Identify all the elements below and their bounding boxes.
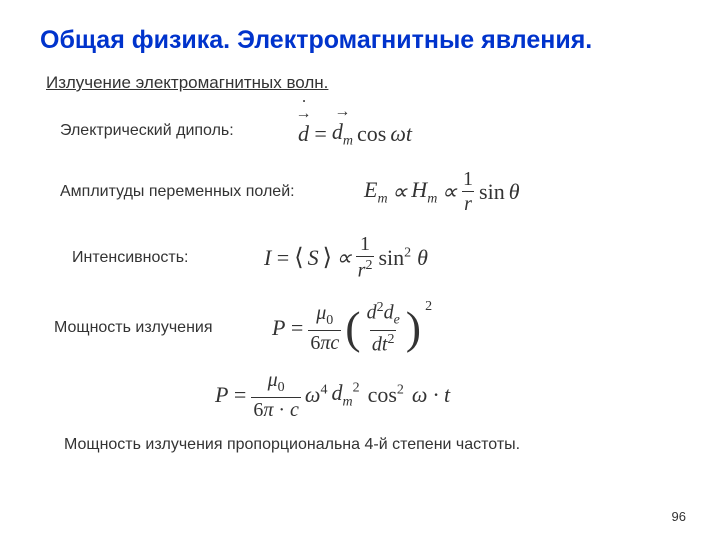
page-number: 96 [672, 509, 686, 524]
lparen: ( [345, 305, 360, 351]
rang: ⟩ [323, 243, 332, 272]
P: P [272, 315, 285, 341]
eq3: = [289, 315, 304, 341]
I: I [264, 245, 271, 271]
eq-sign: = [313, 121, 328, 147]
prop1: ∝ [392, 179, 408, 205]
slide-title: Общая физика. Электромагнитные явления. [40, 26, 680, 55]
omega4: ω4 [305, 382, 328, 408]
omega-dot-t: ω · t [412, 382, 450, 408]
prop3: ∝ [336, 245, 352, 271]
row-dipole: Электрический диполь: d = dm cos ωt [40, 113, 680, 149]
E: Em [364, 177, 388, 207]
sin: sin [479, 179, 505, 205]
sym-d-ddot: d [298, 121, 309, 147]
frac-mu-6pidotc: μ0 6π · c [251, 370, 301, 420]
slide-container: Общая физика. Электромагнитные явления. … [0, 0, 720, 540]
formula-power2: P = μ0 6π · c ω4 dm2 cos2 ω · t [215, 370, 450, 420]
label-amplitudes: Амплитуды переменных полей: [60, 183, 344, 201]
rparen: ) [406, 305, 421, 351]
omega-t: ωt [390, 121, 412, 147]
sym-dm: dm [332, 119, 353, 149]
lang: ⟨ [294, 243, 303, 272]
dm2: dm2 [331, 380, 359, 410]
footer-text: Мощность излучения пропорциональна 4-й с… [64, 436, 680, 454]
label-intensity: Интенсивность: [72, 249, 226, 267]
frac-1r: 1 r [461, 169, 475, 214]
eq4: = [232, 382, 247, 408]
theta: θ [509, 179, 520, 205]
formula-dipole: d = dm cos ωt [298, 119, 412, 149]
formula-amplitudes: Em ∝ Hm ∝ 1 r sin θ [364, 169, 520, 214]
label-dipole: Электрический диполь: [60, 122, 280, 140]
sup-2-outer: 2 [425, 299, 432, 315]
prop2: ∝ [441, 179, 457, 205]
frac-1r2: 1 r2 [356, 234, 375, 281]
row-power: Мощность излучения P = μ0 6πc ( d2de dt2… [40, 301, 680, 354]
sin2: sin2 [378, 245, 411, 271]
slide-subtitle: Излучение электромагнитных волн. [46, 73, 680, 93]
cos2: cos2 [368, 382, 404, 408]
formula-intensity: I = ⟨ S ⟩ ∝ 1 r2 sin2 θ [264, 234, 428, 281]
theta2: θ [417, 245, 428, 271]
label-power: Мощность излучения [54, 319, 254, 337]
row-intensity: Интенсивность: I = ⟨ S ⟩ ∝ 1 r2 sin2 θ [40, 234, 680, 281]
formula-power1: P = μ0 6πc ( d2de dt2 ) 2 [272, 301, 432, 354]
H: Hm [411, 177, 437, 207]
row-amplitudes: Амплитуды переменных полей: Em ∝ Hm ∝ 1 … [40, 169, 680, 214]
P2: P [215, 382, 228, 408]
frac-mu-6pic: μ0 6πc [308, 303, 341, 353]
S: S [308, 245, 319, 271]
frac-d2de-dt2: d2de dt2 [365, 301, 402, 354]
eq2: = [275, 245, 290, 271]
row-power2: P = μ0 6π · c ω4 dm2 cos2 ω · t [215, 370, 680, 420]
cos: cos [357, 121, 386, 147]
